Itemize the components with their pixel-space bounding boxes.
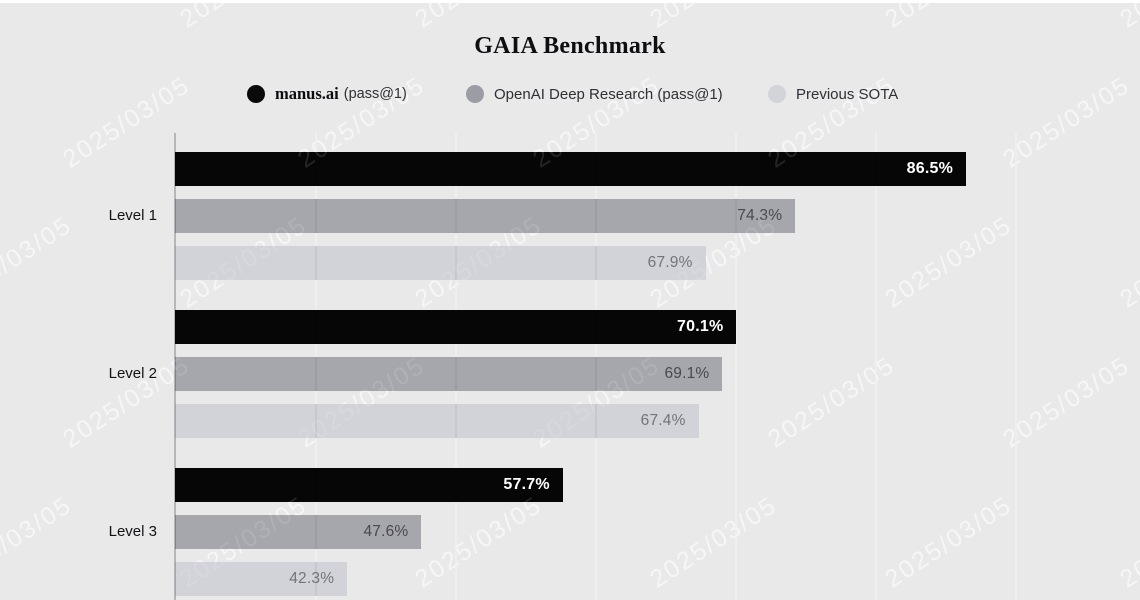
gridline-overlay: [735, 133, 737, 600]
watermark-tile: 2025/03/05: [175, 0, 313, 34]
bar-value-label: 42.3%: [289, 570, 335, 587]
watermark-tile: 2025/03/05: [645, 0, 783, 34]
gridline-overlay: [1015, 133, 1017, 600]
watermark-tile: 2025/03/05: [0, 210, 77, 314]
gridline: [1015, 133, 1017, 600]
bar-manus-level-1: 86.5%: [175, 152, 966, 186]
legend-swatch-manus-icon: [247, 85, 265, 103]
bar-value-label: 86.5%: [906, 160, 953, 177]
watermark-tile: 2025/03/05: [1115, 0, 1140, 34]
legend-item-sota: Previous SOTA: [768, 84, 898, 104]
legend-label-openai: OpenAI Deep Research (pass@1): [494, 85, 723, 103]
watermark-tile: 2025/03/05: [880, 0, 1018, 34]
watermark-tile: 2025/03/05: [0, 490, 77, 594]
watermark-tile: 2025/03/05: [175, 0, 313, 34]
y-axis-line: [174, 133, 176, 600]
category-label-level-2: Level 2: [108, 365, 157, 382]
bar-value-label: 57.7%: [503, 476, 550, 493]
legend-item-openai: OpenAI Deep Research (pass@1): [466, 84, 723, 104]
gridline: [735, 133, 737, 600]
watermark-tile: 2025/03/05: [1115, 0, 1140, 34]
bar-manus-level-2: 70.1%: [175, 310, 737, 344]
bar-sota-level-2: 67.4%: [175, 404, 699, 438]
category-label-level-3: Level 3: [108, 523, 157, 540]
bar-openai-level-2: 69.1%: [175, 357, 723, 391]
bar-value-label: 67.9%: [647, 254, 693, 271]
chart-title: GAIA Benchmark: [474, 33, 666, 59]
watermark-tile: 2025/03/05: [645, 0, 783, 34]
bar-sota-level-3: 42.3%: [175, 562, 348, 596]
bar-value-label: 69.1%: [664, 365, 710, 382]
category-label-level-1: Level 1: [108, 207, 157, 224]
watermark-tile: 2025/03/05: [0, 490, 77, 594]
chart-legend: manus.ai (pass@1) OpenAI Deep Research (…: [0, 84, 1140, 106]
bar-openai-level-1: 74.3%: [175, 199, 796, 233]
legend-label-sota: Previous SOTA: [796, 85, 899, 103]
plot-area: 86.5% 74.3% 67.9% 70.1% 69.1% 67.4% 57.7% 47.6%…: [174, 133, 1140, 600]
bar-value-label: 47.6%: [363, 523, 409, 540]
bar-manus-level-3: 57.7%: [175, 468, 563, 502]
gridline-overlay: [455, 133, 457, 600]
gridline: [875, 133, 877, 600]
watermark-tile: 2025/03/05: [0, 0, 78, 34]
legend-swatch-sota-icon: [768, 85, 786, 103]
gridline-overlay: [875, 133, 877, 600]
legend-swatch-openai-icon: [466, 85, 484, 103]
watermark-tile: 2025/03/05: [410, 0, 548, 34]
bar-value-label: 67.4%: [640, 412, 686, 429]
gridline-overlay: [595, 133, 597, 600]
legend-sublabel-manus: (pass@1): [343, 86, 407, 102]
legend-label-manus: manus.ai: [275, 84, 339, 103]
top-edge-strip: [0, 0, 1140, 3]
watermark-tile: 2025/03/05: [0, 0, 78, 34]
watermark-tile: 2025/03/05: [0, 210, 77, 314]
bar-value-label: 70.1%: [677, 318, 724, 335]
bar-openai-level-3: 47.6%: [175, 515, 422, 549]
bar-value-label: 74.3%: [737, 207, 783, 224]
watermark-tile: 2025/03/05: [880, 0, 1018, 34]
watermark-tile: 2025/03/05: [410, 0, 548, 34]
legend-item-manus: manus.ai (pass@1): [247, 84, 407, 104]
gridline-overlay: [315, 133, 317, 600]
bar-sota-level-1: 67.9%: [175, 246, 706, 280]
